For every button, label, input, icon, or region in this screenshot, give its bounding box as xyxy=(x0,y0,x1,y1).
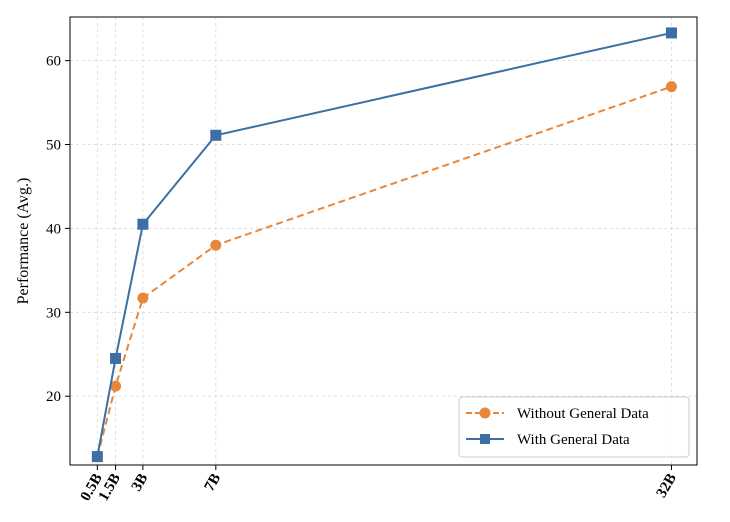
data-point-without-general-data xyxy=(210,239,222,251)
y-tick-label: 60 xyxy=(46,54,61,70)
y-axis: 20 30 40 50 60 xyxy=(46,54,70,405)
grid xyxy=(70,17,697,465)
series xyxy=(91,27,677,463)
legend-marker-with-general-data xyxy=(480,434,490,444)
plot-frame xyxy=(69,16,698,466)
data-point-with-general-data xyxy=(210,129,222,141)
y-tick-label: 30 xyxy=(46,305,61,321)
legend-label-without-general-data: Without General Data xyxy=(517,406,649,422)
x-tick-label: 32B xyxy=(654,471,680,501)
data-point-with-general-data xyxy=(137,218,149,230)
x-axis: 0.5B1.5B 3B 7B 32B xyxy=(78,465,680,504)
data-point-with-general-data xyxy=(91,451,103,463)
y-tick-label: 40 xyxy=(46,221,61,237)
y-axis-label: Performance (Avg.) xyxy=(15,178,32,305)
y-tick-label: 50 xyxy=(46,138,61,154)
data-point-without-general-data xyxy=(665,81,677,93)
data-point-with-general-data xyxy=(665,27,677,39)
data-point-with-general-data xyxy=(110,352,122,364)
series-line-with-general-data xyxy=(96,31,672,457)
x-tick-label: 3B xyxy=(129,471,152,494)
y-tick-label: 20 xyxy=(46,389,61,405)
legend-label-with-general-data: With General Data xyxy=(517,432,630,448)
legend-marker-without-general-data xyxy=(479,407,491,419)
data-point-without-general-data xyxy=(137,292,149,304)
data-point-without-general-data xyxy=(110,380,122,392)
x-tick-label: 7B xyxy=(202,471,225,494)
legend-frame xyxy=(458,396,690,458)
legend: Without General Data With General Data xyxy=(458,396,690,458)
